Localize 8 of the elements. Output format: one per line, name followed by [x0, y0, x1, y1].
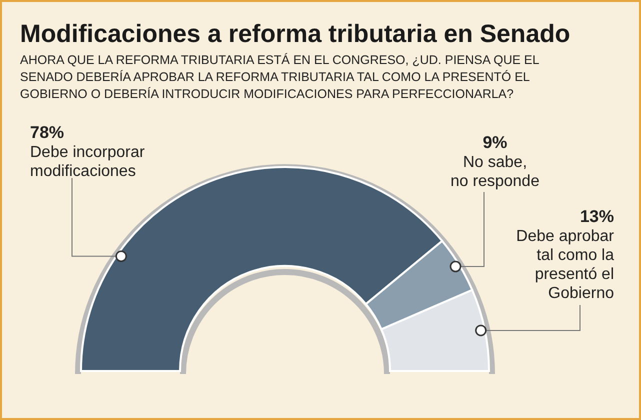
- chart-subtitle: AHORA QUE LA REFORMA TRIBUTARIA ESTÁ EN EL CONGRESO, ¿UD. PIENSA QUE EL SENADO DEBERÍA APROBAR LA REFORMA TRIBUTARIA TAL COMO LA PRESENTÓ EL GOBIERNO O DEBERÍA INTRODUCIR MODIFICACIONES PARA PERFECCIONARLA?: [20, 53, 540, 101]
- data-label: 13%: [580, 207, 614, 226]
- chart-title: Modificaciones a reforma tributaria en Senado: [20, 20, 570, 48]
- data-label: 9%: [482, 133, 508, 152]
- slice-label: Debe aprobar tal como la presentó el Gobierno: [516, 228, 615, 302]
- slice-label: No sabe, no responde: [450, 154, 540, 190]
- slice-label: Debe incorporar modificaciones: [30, 144, 146, 180]
- data-label: 78%: [30, 123, 64, 142]
